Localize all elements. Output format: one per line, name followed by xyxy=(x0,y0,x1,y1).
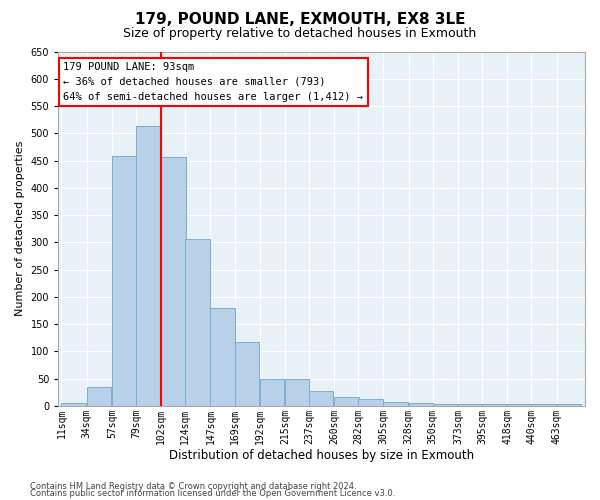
Bar xyxy=(136,126,160,406)
Bar xyxy=(433,404,457,406)
X-axis label: Distribution of detached houses by size in Exmouth: Distribution of detached houses by size … xyxy=(169,450,474,462)
Bar xyxy=(507,404,532,406)
Bar xyxy=(86,387,111,406)
Bar xyxy=(61,403,86,406)
Bar xyxy=(458,404,482,406)
Bar xyxy=(285,378,310,406)
Text: 179 POUND LANE: 93sqm
← 36% of detached houses are smaller (793)
64% of semi-det: 179 POUND LANE: 93sqm ← 36% of detached … xyxy=(64,62,364,102)
Bar xyxy=(532,404,556,406)
Bar xyxy=(112,156,136,406)
Bar xyxy=(482,404,506,406)
Bar xyxy=(235,342,259,406)
Bar xyxy=(383,402,408,406)
Y-axis label: Number of detached properties: Number of detached properties xyxy=(15,141,25,316)
Bar xyxy=(309,390,334,406)
Bar xyxy=(409,402,433,406)
Bar xyxy=(358,399,383,406)
Bar xyxy=(185,238,209,406)
Text: Contains HM Land Registry data © Crown copyright and database right 2024.: Contains HM Land Registry data © Crown c… xyxy=(30,482,356,491)
Text: Contains public sector information licensed under the Open Government Licence v3: Contains public sector information licen… xyxy=(30,489,395,498)
Bar xyxy=(557,404,581,406)
Bar xyxy=(334,396,359,406)
Text: Size of property relative to detached houses in Exmouth: Size of property relative to detached ho… xyxy=(124,28,476,40)
Bar xyxy=(211,308,235,406)
Bar xyxy=(161,156,185,406)
Text: 179, POUND LANE, EXMOUTH, EX8 3LE: 179, POUND LANE, EXMOUTH, EX8 3LE xyxy=(135,12,465,28)
Bar xyxy=(260,378,284,406)
